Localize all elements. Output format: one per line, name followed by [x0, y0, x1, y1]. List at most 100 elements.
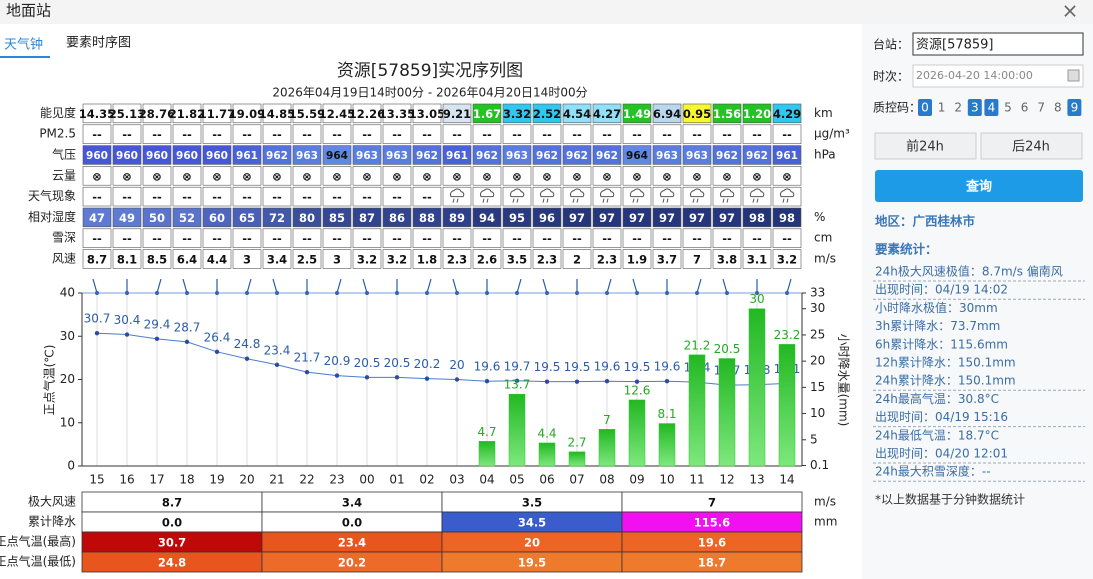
- y2-tick-label: 33: [810, 286, 825, 300]
- qc-box[interactable]: [1067, 99, 1082, 116]
- qc-code[interactable]: 0: [921, 101, 929, 115]
- table-cell: [142, 186, 172, 207]
- table-cell: [262, 166, 292, 186]
- cell-value: 86: [389, 211, 405, 225]
- y2-tick-label: 0.1: [810, 458, 829, 472]
- temp-point: [544, 379, 550, 384]
- cell-value: 25.13: [109, 107, 145, 121]
- cell-value: 1.49: [623, 107, 651, 121]
- bar-label: 20.5: [714, 342, 741, 356]
- table-cell: [172, 166, 202, 186]
- table-cell: [742, 228, 772, 248]
- wind-barb: [606, 278, 612, 294]
- precip-bar: [508, 393, 526, 467]
- table-cell: [472, 145, 502, 165]
- cell-value: 1.67: [473, 107, 501, 121]
- rain-icon: [569, 188, 585, 198]
- cell-value: 19.09: [229, 107, 265, 121]
- summary-value: 8.7: [162, 496, 182, 510]
- row-unit: %: [814, 210, 825, 224]
- cell-value: ⊗: [662, 169, 672, 183]
- cell-value: 2.5: [297, 253, 317, 267]
- qc-code[interactable]: 4: [988, 101, 996, 115]
- qc-code[interactable]: 5: [1004, 101, 1012, 115]
- qc-box[interactable]: [984, 99, 999, 116]
- cell-value: --: [122, 232, 132, 246]
- station-input[interactable]: [912, 32, 1084, 56]
- cell-value: 0.95: [683, 107, 711, 121]
- table-cell: [592, 103, 622, 124]
- rain-icon: [479, 188, 495, 198]
- cell-value: 97: [569, 211, 585, 225]
- qc-code[interactable]: 2: [954, 101, 962, 115]
- cell-value: 96: [539, 211, 555, 225]
- region: 地区：广西桂林市: [875, 214, 976, 229]
- query-button[interactable]: [875, 170, 1083, 202]
- temp-point: [364, 375, 370, 380]
- summary-label: 正点气温(最高): [0, 534, 76, 549]
- prev-button[interactable]: [874, 132, 977, 160]
- table-cell: [592, 228, 622, 248]
- time-input[interactable]: [912, 64, 1084, 88]
- x-tick-label: 16: [119, 473, 134, 487]
- table-cell: [202, 228, 232, 248]
- table-cell: [292, 145, 322, 165]
- x-tick-label: 18: [179, 473, 194, 487]
- cell-value: 85: [329, 211, 345, 225]
- next-button[interactable]: [980, 132, 1083, 160]
- table-cell: [682, 145, 712, 165]
- close-button[interactable]: ×: [1062, 0, 1079, 23]
- cell-value: --: [392, 190, 402, 204]
- table-cell: [652, 103, 682, 124]
- qc-code[interactable]: 3: [971, 101, 979, 115]
- row-label: 相对湿度: [28, 209, 76, 224]
- cell-value: --: [602, 232, 612, 246]
- table-cell: [562, 166, 592, 186]
- table-cell: [442, 103, 472, 124]
- row-label: 能见度: [40, 105, 76, 120]
- wind-barb: [516, 278, 522, 294]
- table-cell: [352, 145, 382, 165]
- tab-active[interactable]: 天气钟: [4, 37, 43, 53]
- table-cell: [292, 207, 322, 228]
- cell-value: --: [122, 128, 132, 142]
- qc-code[interactable]: 8: [1054, 101, 1062, 115]
- cell-value: --: [452, 128, 462, 142]
- table-cell: [292, 186, 322, 207]
- qc-code[interactable]: 7: [1037, 101, 1045, 115]
- y2-tick-label: 15: [810, 380, 825, 394]
- cell-value: ⊗: [212, 169, 222, 183]
- tab[interactable]: 要素时序图: [66, 36, 131, 51]
- qc-code[interactable]: 6: [1021, 101, 1029, 115]
- table-cell: [112, 124, 142, 144]
- table-cell: [502, 207, 532, 228]
- qc-box[interactable]: [967, 99, 982, 116]
- temp-point: [604, 379, 610, 384]
- qc-box[interactable]: [918, 99, 932, 116]
- y-tick-label: 10: [60, 415, 75, 429]
- table-cell: [352, 207, 382, 228]
- stat-label: 24h最高气温：: [875, 391, 958, 406]
- qc-code[interactable]: 1: [938, 101, 946, 115]
- qc-code[interactable]: 9: [1071, 101, 1079, 115]
- stat-value: 18.7°C: [958, 428, 999, 442]
- table-cell: [412, 166, 442, 186]
- cell-value: ⊗: [422, 169, 432, 183]
- table-cell: [232, 186, 262, 207]
- cell-value: 72: [269, 211, 285, 225]
- table-cell: [202, 249, 232, 269]
- table-cell: [262, 249, 292, 269]
- cell-value: ⊗: [632, 169, 642, 183]
- y-axis-label: 正点气温(℃): [42, 345, 57, 416]
- cell-value: 3.2: [357, 253, 377, 267]
- table-cell: [772, 207, 802, 228]
- table-cell: [82, 124, 112, 144]
- table-cell: [202, 186, 232, 207]
- cell-value: --: [272, 232, 282, 246]
- table-cell: [502, 249, 532, 269]
- cell-value: 3.8: [717, 253, 737, 267]
- table-cell: [592, 207, 622, 228]
- cell-value: --: [92, 232, 102, 246]
- time-value: 2026-04-20 14:00:00: [916, 69, 1033, 82]
- rain-drops: [722, 198, 729, 203]
